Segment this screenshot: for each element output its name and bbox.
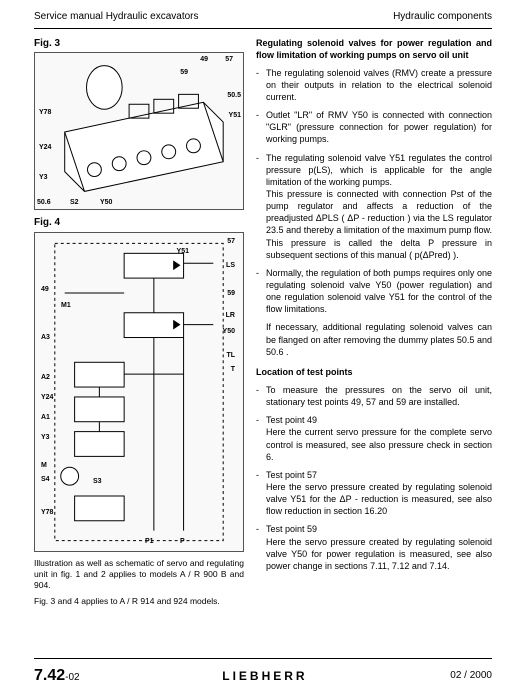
- page-footer: 7.42-02 LIEBHERR 02 / 2000: [0, 658, 510, 699]
- fig3-label: Fig. 3: [34, 37, 244, 51]
- header-left: Service manual Hydraulic excavators: [34, 10, 199, 24]
- test-intro: - To measure the pressures on the servo …: [256, 384, 492, 408]
- test-59: - Test point 59 Here the servo pressure …: [256, 523, 492, 572]
- bullet-4: - Normally, the regulation of both pumps…: [256, 267, 492, 316]
- bullet-4b: If necessary, additional regulating sole…: [266, 321, 492, 357]
- test-57: - Test point 57 Here the servo pressure …: [256, 469, 492, 518]
- fig3-diagram: Y78 Y24 Y3 S2 Y50 50.6 49 57 59 50.5 Y51: [34, 52, 244, 210]
- caption-2: Fig. 3 and 4 applies to A / R 914 and 92…: [34, 596, 244, 607]
- fig4-diagram: Y51 57 LS 59 LR Y50 TL T 49 M1 A3 A2 Y24…: [34, 232, 244, 552]
- left-column: Fig. 3: [34, 37, 244, 608]
- fig4-label: Fig. 4: [34, 216, 244, 230]
- bullet-1: - The regulating solenoid valves (RMV) c…: [256, 67, 492, 103]
- caption-1: Illustration as well as schematic of ser…: [34, 558, 244, 592]
- header-right: Hydraulic components: [393, 10, 492, 24]
- section-title: Regulating solenoid valves for power reg…: [256, 37, 492, 61]
- location-title: Location of test points: [256, 366, 492, 378]
- page-header: Service manual Hydraulic excavators Hydr…: [34, 10, 492, 29]
- test-49: - Test point 49 Here the current servo p…: [256, 414, 492, 463]
- bullet-2: - Outlet "LR" of RMV Y50 is connected wi…: [256, 109, 492, 145]
- right-column: Regulating solenoid valves for power reg…: [256, 37, 492, 608]
- footer-date: 02 / 2000: [450, 669, 492, 683]
- bullet-3: - The regulating solenoid valve Y51 regu…: [256, 152, 492, 261]
- brand-name: LIEBHERR: [222, 668, 307, 684]
- page-number: 7.42-02: [34, 665, 80, 687]
